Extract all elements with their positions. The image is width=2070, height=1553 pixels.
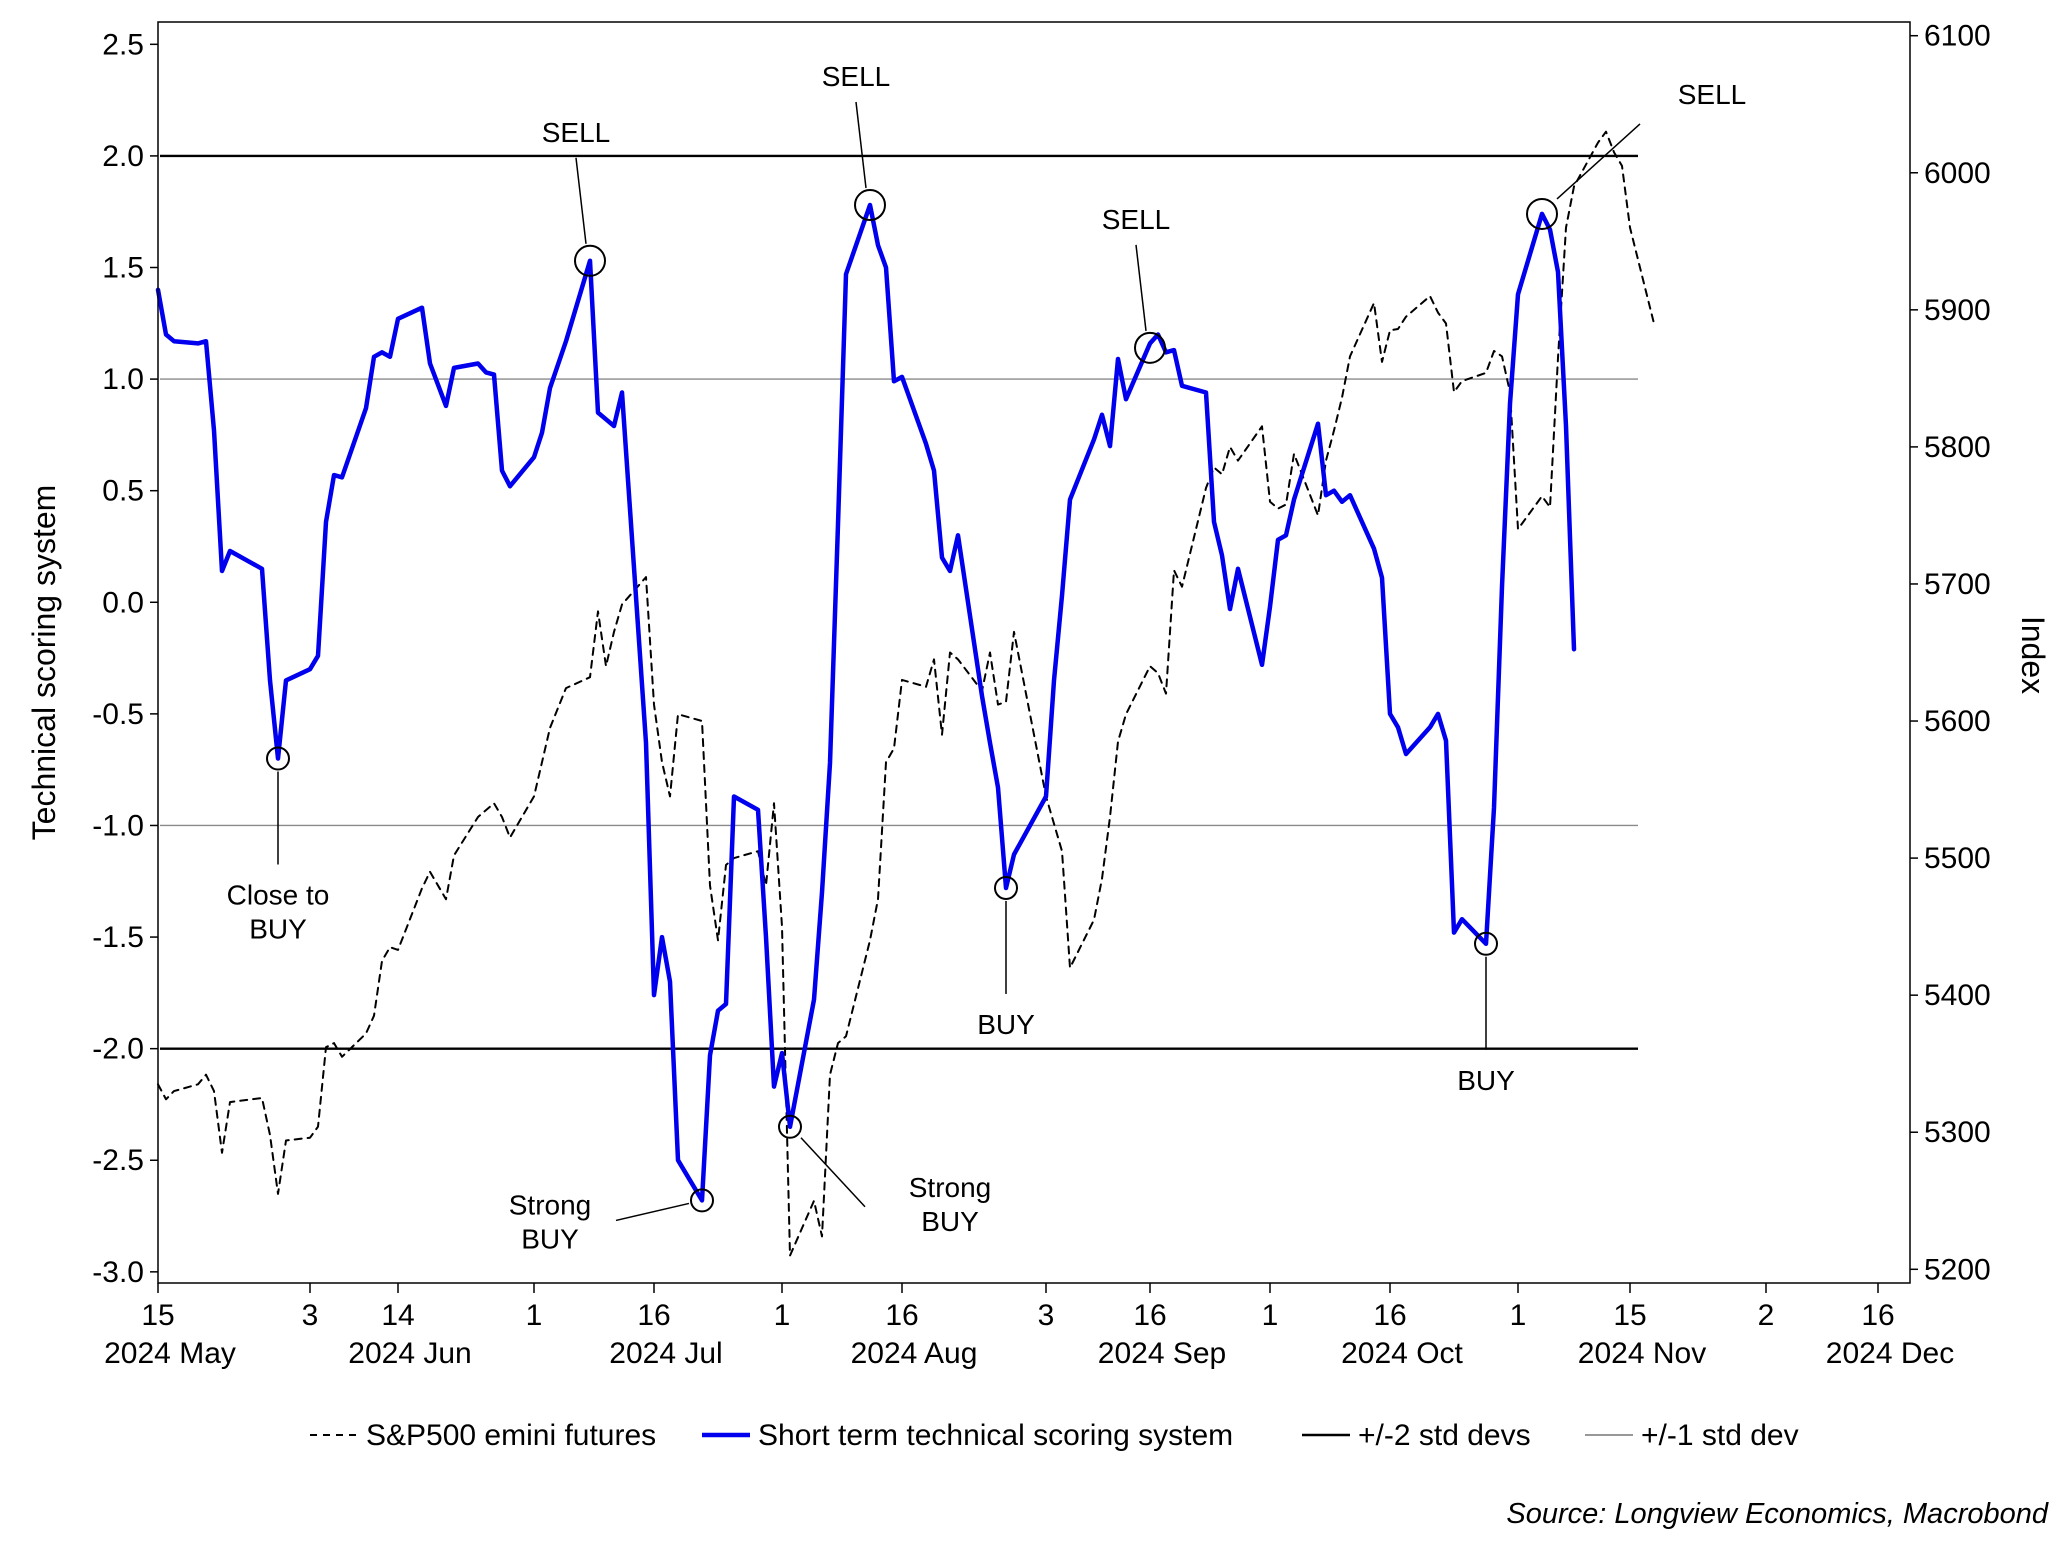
- x-tick-day-label: 16: [1373, 1299, 1406, 1332]
- signal-leader-line: [800, 1137, 866, 1208]
- left-axis-title: Technical scoring system: [26, 485, 62, 841]
- x-tick-month-label: 2024 Nov: [1578, 1337, 1706, 1370]
- left-tick-label: -2.0: [92, 1033, 144, 1066]
- x-tick-day-label: 14: [381, 1299, 414, 1332]
- left-tick-label: -0.5: [92, 698, 144, 731]
- legend-label: Short term technical scoring system: [758, 1419, 1233, 1452]
- legend: S&P500 emini futures Short term technical…: [310, 1419, 1799, 1452]
- x-tick-month-label: 2024 Dec: [1826, 1337, 1954, 1370]
- x-tick-month-label: 2024 Oct: [1341, 1337, 1463, 1370]
- x-tick-day-label: 16: [1861, 1299, 1894, 1332]
- signal-label: SELL: [822, 61, 891, 92]
- signal-marker: [690, 1188, 714, 1213]
- left-tick-label: 1.0: [102, 363, 144, 396]
- source-note: Source: Longview Economics, Macrobond: [1506, 1498, 2048, 1530]
- x-tick-month-label: 2024 May: [104, 1337, 236, 1370]
- legend-label: +/-2 std devs: [1358, 1419, 1531, 1452]
- signal-leader-line: [1556, 123, 1641, 200]
- left-tick-label: -1.5: [92, 921, 144, 954]
- left-tick-label: 0.0: [102, 586, 144, 619]
- x-tick-day-label: 16: [885, 1299, 918, 1332]
- signal-marker: [1526, 197, 1558, 230]
- x-tick-day-label: 15: [141, 1299, 174, 1332]
- signal-label: SELL: [542, 117, 611, 148]
- x-tick-day-label: 1: [1510, 1299, 1527, 1332]
- signal-leader-line: [1135, 244, 1147, 331]
- plot-frame: [157, 21, 1911, 1284]
- left-tick-label: -1.0: [92, 809, 144, 842]
- signal-marker: [778, 1114, 802, 1139]
- right-tick-label: 5800: [1924, 431, 1991, 464]
- signal-marker: [854, 189, 886, 222]
- signal-label: BUY: [977, 1009, 1035, 1040]
- series-layer: [155, 130, 1655, 1257]
- right-tick-label: 6100: [1924, 20, 1991, 53]
- x-tick-day-label: 1: [774, 1299, 791, 1332]
- signal-label: Strong: [509, 1189, 592, 1220]
- legend-label: S&P500 emini futures: [366, 1419, 656, 1452]
- signal-leader-line: [855, 101, 867, 189]
- x-tick-month-label: 2024 Jul: [609, 1337, 722, 1370]
- signal-label: SELL: [1678, 79, 1747, 110]
- x-tick-day-label: 16: [637, 1299, 670, 1332]
- left-tick-label: -3.0: [92, 1256, 144, 1289]
- left-tick-label: 0.5: [102, 475, 144, 508]
- signal-label: SELL: [1102, 204, 1171, 235]
- x-tick-month-label: 2024 Sep: [1098, 1337, 1226, 1370]
- right-tick-label: 5900: [1924, 294, 1991, 327]
- x-tick-day-label: 16: [1133, 1299, 1166, 1332]
- x-tick-day-label: 3: [302, 1299, 319, 1332]
- technical-score-line: [155, 202, 1577, 1203]
- reference-lines: [160, 154, 1638, 1050]
- signal-leader-line: [575, 157, 587, 244]
- left-tick-label: -2.5: [92, 1144, 144, 1177]
- right-tick-label: 6000: [1924, 157, 1991, 190]
- x-tick-day-label: 2: [1758, 1299, 1775, 1332]
- left-tick-label: 2.0: [102, 140, 144, 173]
- signal-label: BUY: [921, 1206, 979, 1237]
- signal-label: BUY: [1457, 1065, 1515, 1096]
- x-tick-month-label: 2024 Aug: [851, 1337, 978, 1370]
- left-tick-label: 1.5: [102, 252, 144, 285]
- annotation-layer: Close toBUYSELLStrongBUYStrongBUYSELLBUY…: [227, 61, 1747, 1254]
- x-tick-month-label: 2024 Jun: [348, 1337, 471, 1370]
- right-axis: 6100 6000 5900 5800 5700 5600 5500 5400 5300 5200: [1910, 20, 1991, 1286]
- signal-label: BUY: [249, 914, 307, 945]
- sp500-futures-line: [157, 130, 1655, 1257]
- signal-label: Close to: [227, 880, 330, 911]
- signal-leader-line: [615, 1202, 690, 1222]
- signal-label: Strong: [909, 1172, 992, 1203]
- signal-marker: [1134, 331, 1166, 364]
- signal-label: BUY: [521, 1223, 579, 1254]
- right-tick-label: 5300: [1924, 1116, 1991, 1149]
- x-tick-day-label: 3: [1038, 1299, 1055, 1332]
- x-axis: 15 2024 May 3 14 2024 Jun 1 16 2024 Jul 1 16 2024 …: [104, 1283, 1954, 1370]
- right-tick-label: 5200: [1924, 1253, 1991, 1286]
- right-axis-title: Index: [2015, 616, 2051, 694]
- signal-marker: [574, 244, 606, 277]
- x-tick-day-label: 1: [526, 1299, 543, 1332]
- x-tick-day-label: 1: [1262, 1299, 1279, 1332]
- signal-marker: [1474, 931, 1498, 956]
- right-tick-label: 5500: [1924, 842, 1991, 875]
- right-tick-label: 5700: [1924, 568, 1991, 601]
- left-tick-label: 2.5: [102, 28, 144, 61]
- signal-marker: [994, 875, 1018, 900]
- legend-label: +/-1 std dev: [1641, 1419, 1799, 1452]
- right-tick-label: 5600: [1924, 705, 1991, 738]
- x-tick-day-label: 15: [1613, 1299, 1646, 1332]
- left-axis: 2.5 2.0 1.5 1.0 0.5 0.0 -0.5 -1.0 -1.5 -2.0 -2.5 -3…: [92, 28, 158, 1289]
- signal-marker: [266, 746, 290, 771]
- right-tick-label: 5400: [1924, 979, 1991, 1012]
